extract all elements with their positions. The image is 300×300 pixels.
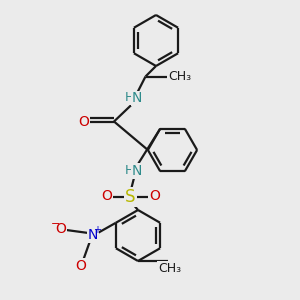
Text: CH₃: CH₃	[168, 70, 191, 83]
Text: N: N	[132, 92, 142, 105]
Text: H: H	[125, 91, 134, 104]
Text: O: O	[101, 190, 112, 203]
Text: O: O	[149, 190, 160, 203]
Text: N: N	[88, 228, 98, 242]
Text: +: +	[94, 225, 101, 235]
Text: N: N	[132, 164, 142, 178]
Text: S: S	[125, 188, 136, 206]
Text: O: O	[76, 259, 86, 272]
Text: CH₃: CH₃	[158, 262, 181, 275]
Text: O: O	[56, 222, 66, 236]
Text: −: −	[51, 219, 61, 230]
Text: O: O	[78, 115, 89, 128]
Text: H: H	[125, 164, 134, 177]
